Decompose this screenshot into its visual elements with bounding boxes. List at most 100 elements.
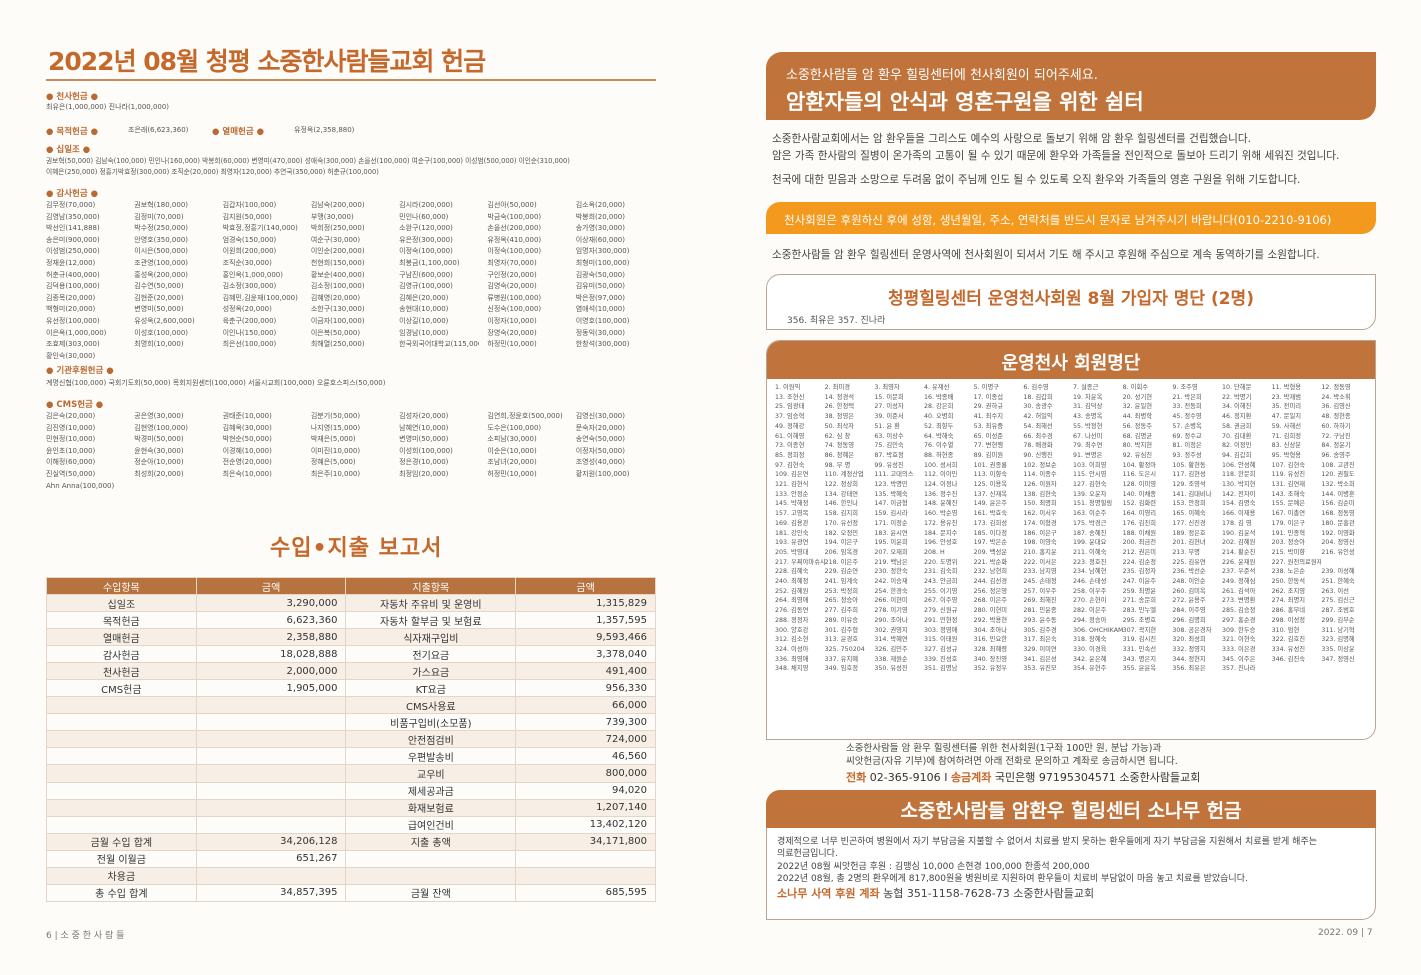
member-name: 312. 김소현 [775,636,809,644]
donor-name: 박현순(50,000) [222,435,272,444]
member-name: 69. 정수교 [1172,432,1202,440]
donor-name: 구남진(600,000) [399,270,453,279]
member-name: 302. 권영지 [874,626,908,634]
member-name: 272. 윤용주 [1172,597,1206,605]
report-header-row: 수입항목 금액 지출항목 금액 [46,577,656,595]
member-name: 144. 이병훈 [1321,490,1355,498]
member-name: 177. 신진경 [1172,519,1206,527]
income-amount [195,747,347,766]
member-name: 74. 정동영 [824,442,855,450]
expense-amount: 956,330 [515,679,656,698]
title-divider [46,79,656,81]
donor-name: 백형미(20,000) [46,305,96,314]
member-name: 2. 최미경 [824,384,851,391]
member-name: 42. 허일익 [1023,413,1053,421]
donor-name: 조관영(100,000) [134,258,189,267]
sonamu-paragraph-1: 경제적으로 너무 빈곤하여 병원에서 자기 부담금을 지불할 수 없어서 치료를… [777,837,1318,847]
donor-name: 김현영(100,000) [134,423,189,432]
member-name: 224. 김순정 [1122,558,1157,566]
member-name: 26. 한정택 [824,403,855,411]
member-name: 51. 윤 환 [874,422,900,430]
member-name: 46. 정지환 [1222,413,1252,421]
member-name: 138. 김현숙 [1023,490,1057,498]
member-name: 84. 정윤기 [1321,442,1351,450]
expense-amount [515,866,656,885]
member-name: 77. 변현행 [973,442,1004,450]
donor-name: 손을선(200,000) [487,224,542,233]
member-name: 296. 김명희 [1172,616,1206,624]
org-offering-names: 계명신협(100,000) 국회기도회(50,000) 목회지원센터(100,0… [46,379,386,387]
expense-item: 전기요금 [345,645,517,664]
member-name: 255. 이기영 [924,587,958,595]
member-name: 303. 정영애 [924,626,958,634]
donor-name: 홍인옥(1,000,000) [222,270,283,279]
donor-name: 부맹(30,000) [310,212,354,221]
donor-name: 김광숙(50,000) [575,270,625,279]
member-name: 50. 최삭자 [824,422,855,430]
member-name: 235. 김정자 [1122,568,1157,576]
income-item [46,781,197,800]
income-amount: 2,358,880 [195,628,347,647]
member-name: 112. 이이민 [924,471,958,479]
intro-paragraph-3: 천국에 대한 믿음과 소망으로 두려움 없이 주님께 인도 될 수 있도록 오직… [772,174,1301,186]
donor-name: 조직순(30,000) [222,258,272,267]
member-name: 315. 이태원 [924,636,958,644]
donor-name: 권보혁(180,000) [134,201,189,209]
donor-name: 이순은(10,000) [487,446,537,455]
member-name: 189. 정은호 [1172,529,1206,537]
income-amount: 651,267 [195,849,347,868]
member-name: 113. 이향숙 [973,471,1008,479]
member-name: 58. 권금희 [1222,422,1252,430]
tithe-names-line1: 권보혁(50,000) 김남숙(100,000) 민인나(160,000) 박봉… [46,157,570,165]
expense-item: 우편발송비 [345,747,517,766]
donor-name: 김영숙(20,000) [487,282,537,291]
donor-name: 신정숙(100,000) [487,305,542,314]
expense-item: 제세공과금 [345,781,517,800]
member-name: 179. 이은구 [1271,519,1306,527]
member-name: 119. 유성진 [1271,471,1306,479]
member-name: 152. 김화련 [1122,500,1157,508]
donor-name: 엄경숙(150,000) [222,235,277,244]
member-name: 222. 이서은 [1023,558,1057,566]
member-name: 145. 박해정 [775,500,809,508]
member-name: 352. 유정우 [973,665,1008,673]
donor-name: 하정민(10,000) [487,340,537,349]
member-name: 75. 김민숙 [874,442,904,450]
donor-name: 박수정(250,000) [134,224,189,233]
member-name: 129. 조영석 [1172,481,1206,489]
member-name: 136. 정수진 [924,490,958,498]
member-name: 19. 차윤옥 [1073,393,1103,401]
member-name: 43. 송명옥 [1073,413,1103,421]
donor-name: 김지원(50,000) [222,212,272,221]
account-label: 송금계좌 [950,771,992,784]
member-name: 167. 이총연 [1271,510,1306,518]
sonamu-paragraph-4: 2022년 08월, 총 2명의 환우에게 817,800원을 병원비로 지원하… [777,874,1248,884]
report-row: 안전점검비 724,000 [46,730,656,749]
member-name: 194. 이은구 [824,539,859,547]
income-amount: 6,623,360 [195,611,347,630]
member-name: 214. 황순진 [1222,548,1256,556]
expense-amount: 9,593,466 [515,628,656,647]
donor-name: 최성희(20,000) [134,469,184,478]
donor-name: 김혜민,김윤재(100,000) [222,293,298,302]
expense-amount-header: 금액 [515,577,656,595]
donor-name: 민인나(60,000) [399,212,449,221]
member-name: 110. 계정산업 [824,471,864,479]
income-amount [195,866,347,885]
member-name: 38. 정영은 [824,413,855,421]
donor-name: 문숙자(20,000) [575,423,625,432]
member-name: 295. 조병호 [1122,616,1157,624]
member-name: 243. 안금희 [924,578,958,586]
left-footer: 6 | 소 중 한 사 람 들 [46,931,125,941]
member-name: 130. 박지현 [1222,481,1256,489]
report-row: 제세공과금 94,020 [46,781,656,800]
member-name: 285. 김승정 [1222,607,1256,615]
donor-name: 허정민(10,000) [487,469,537,478]
income-item: CMS헌금 [46,679,197,698]
donor-name: 이금자(100,000) [310,316,365,325]
member-name: 48. 정현종 [1321,413,1351,421]
sonamu-paragraph-2: 의료헌금입니다. [777,849,838,859]
member-name: 289. 이유승 [824,616,859,624]
fruit-offering-names: 유정옥(2,358,880) [294,126,355,134]
member-name: 348. 채지영 [775,665,809,673]
